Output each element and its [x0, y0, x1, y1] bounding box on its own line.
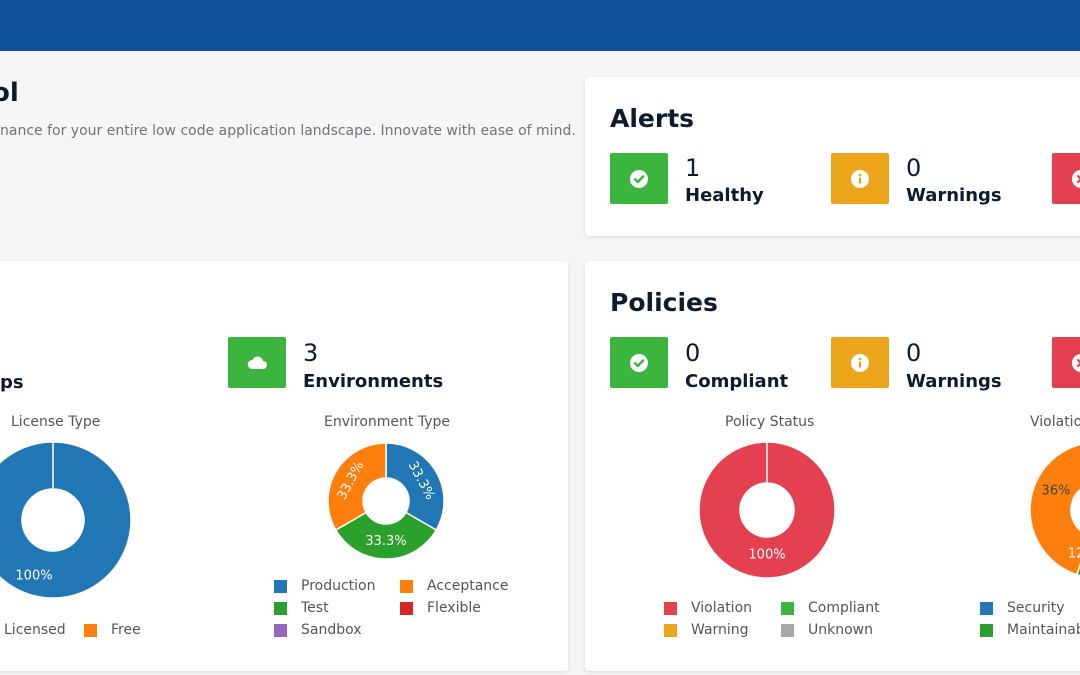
- warnings-status-box[interactable]: [831, 153, 889, 204]
- legend-item-licensed[interactable]: Licensed: [4, 622, 66, 638]
- legend-label-test: Test: [301, 600, 329, 616]
- policies-card: Policies 0 Compliant 0 Warnings Policy S…: [585, 261, 1080, 671]
- legend-item-security[interactable]: Security: [980, 600, 1065, 616]
- slice-label-maintainab: 12: [1068, 547, 1080, 562]
- info-circle-icon: [851, 353, 869, 372]
- top-header-bar: [0, 0, 1080, 51]
- slice-acceptance[interactable]: [334, 511, 438, 560]
- slice-label-licensed: 100%: [15, 569, 52, 584]
- legend-swatch-warning: [664, 623, 677, 637]
- slice-security[interactable]: [1030, 442, 1080, 576]
- environments-count: 3: [303, 339, 319, 367]
- check-circle-icon: [630, 353, 648, 372]
- environment-type-chart-title: Environment Type: [324, 414, 450, 430]
- compliant-count: 0: [685, 339, 701, 367]
- healthy-count: 1: [685, 154, 701, 182]
- policy-status-chart-title: Policy Status: [725, 414, 815, 430]
- slice-violation[interactable]: [699, 442, 836, 579]
- policy-warnings-status-box[interactable]: [831, 337, 889, 388]
- legend-item-violation[interactable]: Violation: [664, 600, 752, 616]
- slice-label-violation: 100%: [748, 548, 785, 563]
- legend-swatch-compliant: [781, 601, 794, 615]
- legend-swatch-flexible: [400, 601, 413, 615]
- legend-label-free: Free: [111, 622, 141, 638]
- legend-item-compliant[interactable]: Compliant: [781, 600, 880, 616]
- healthy-label: Healthy: [685, 185, 764, 206]
- legend-item-flexible[interactable]: Flexible: [400, 600, 481, 616]
- legend-swatch-sandbox: [274, 623, 287, 637]
- policy-warnings-label: Warnings: [906, 371, 1002, 392]
- legend-label-violation: Violation: [691, 600, 753, 616]
- legend-item-sandbox[interactable]: Sandbox: [274, 622, 362, 638]
- legend-label-production: Production: [301, 578, 376, 594]
- legend-swatch-unknown: [781, 623, 794, 637]
- legend-item-unknown[interactable]: Unknown: [781, 622, 873, 638]
- slice-label-acceptance: 33.3%: [365, 534, 406, 549]
- slice-label-security: 36%: [1042, 484, 1071, 499]
- legend-label-unknown: Unknown: [808, 622, 873, 638]
- check-circle-icon: [630, 169, 648, 188]
- legend-item-acceptance[interactable]: Acceptance: [400, 578, 508, 594]
- legend-item-maintainability[interactable]: Maintainab: [980, 622, 1080, 638]
- environment-type-donut-chart: 33.3%33.3%33.3%: [327, 442, 445, 560]
- legend-item-free[interactable]: Free: [84, 622, 141, 638]
- environments-status-box[interactable]: [228, 337, 286, 388]
- legend-item-warning[interactable]: Warning: [664, 622, 749, 638]
- legend-swatch-test: [274, 601, 287, 615]
- policy-warnings-count: 0: [906, 339, 922, 367]
- cloud-icon: [247, 356, 267, 369]
- error-circle-icon: [1072, 353, 1080, 372]
- legend-label-maintainability: Maintainab: [1007, 622, 1080, 638]
- violation-type-chart-title: Violatio: [1030, 414, 1080, 430]
- legend-label-flexible: Flexible: [427, 600, 481, 616]
- license-type-donut-chart: 100%: [0, 441, 132, 599]
- legend-swatch-security: [980, 601, 993, 615]
- legend-label-warning: Warning: [691, 622, 749, 638]
- error-circle-icon: [1072, 169, 1080, 188]
- warnings-label: Warnings: [906, 185, 1002, 206]
- errors-status-box[interactable]: [1052, 153, 1080, 204]
- policy-errors-status-box[interactable]: [1052, 337, 1080, 388]
- warnings-count: 0: [906, 154, 922, 182]
- applications-card: ps 3 Environments License Type 100% Envi…: [0, 261, 568, 671]
- compliant-label: Compliant: [685, 371, 789, 392]
- violation-type-donut-chart: 36% 12: [1030, 442, 1080, 578]
- legend-label-security: Security: [1007, 600, 1065, 616]
- legend-label-acceptance: Acceptance: [427, 578, 509, 594]
- page-title: ol: [0, 78, 19, 108]
- license-type-chart-title: License Type: [11, 414, 101, 430]
- slice-maintainab[interactable]: [1076, 518, 1080, 578]
- legend-label-licensed: Licensed: [4, 622, 66, 638]
- legend-swatch-maintainability: [980, 623, 993, 637]
- legend-label-sandbox: Sandbox: [301, 622, 362, 638]
- compliant-status-box[interactable]: [610, 337, 668, 388]
- alerts-card: Alerts 1 Healthy 0 Warnings: [585, 77, 1080, 236]
- legend-label-compliant: Compliant: [808, 600, 880, 616]
- policy-status-donut-chart: 100%: [699, 442, 836, 579]
- slice-licensed[interactable]: [0, 441, 132, 599]
- legend-swatch-production: [274, 579, 287, 593]
- info-circle-icon: [851, 169, 869, 188]
- healthy-status-box[interactable]: [610, 153, 668, 204]
- legend-item-production[interactable]: Production: [274, 578, 375, 594]
- legend-swatch-free: [84, 623, 97, 637]
- apps-label: ps: [0, 372, 24, 393]
- page-subtitle: nance for your entire low code applicati…: [0, 123, 576, 139]
- legend-swatch-violation: [664, 601, 677, 615]
- alerts-title: Alerts: [610, 104, 695, 133]
- slice-production[interactable]: [385, 442, 445, 532]
- legend-swatch-acceptance: [400, 579, 413, 593]
- policies-title: Policies: [610, 288, 718, 317]
- legend-item-test[interactable]: Test: [274, 600, 329, 616]
- environments-label: Environments: [303, 371, 444, 392]
- slice-test[interactable]: [327, 442, 387, 532]
